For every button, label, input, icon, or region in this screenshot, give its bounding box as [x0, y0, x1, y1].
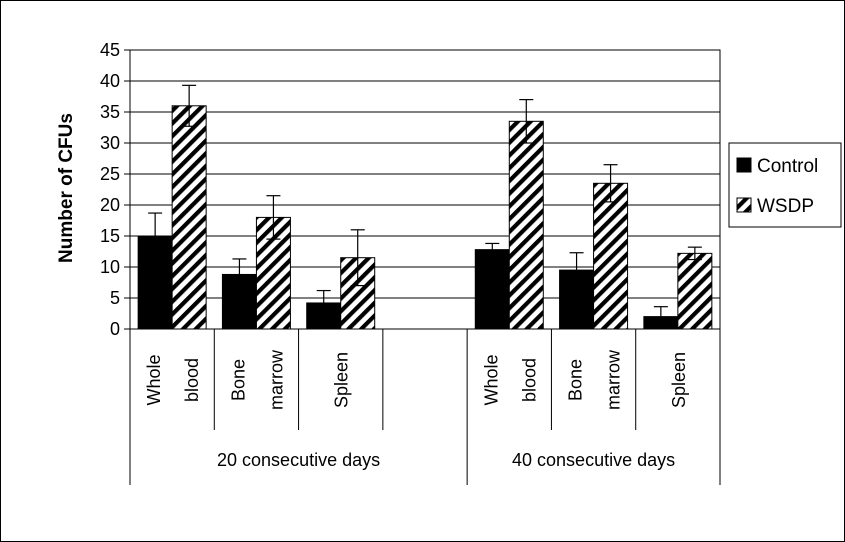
y-tick-label: 5 — [110, 288, 120, 308]
y-tick-label: 45 — [100, 40, 120, 60]
legend-label-wsdp: WSDP — [757, 196, 814, 217]
x-category-labels: Whole blood Bone marrow Spleen Whole blood Bone… — [144, 349, 689, 470]
bar-control — [474, 249, 510, 330]
x-category-label: Whole — [144, 354, 164, 405]
legend-swatch-wsdp — [736, 197, 752, 213]
x-category-label: blood — [519, 358, 539, 402]
legend-label-control: Control — [757, 156, 818, 177]
y-tick-label: 15 — [100, 226, 120, 246]
bar-wsdp — [593, 182, 629, 330]
x-category-label: marrow — [604, 349, 624, 410]
x-group-label: 40 consecutive days — [512, 450, 675, 470]
bar-wsdp — [508, 120, 544, 330]
x-category-label: Whole — [481, 354, 501, 405]
y-tick-label: 35 — [100, 102, 120, 122]
y-tick-label: 25 — [100, 164, 120, 184]
y-tick-label: 0 — [110, 319, 120, 339]
y-tick-label: 10 — [100, 257, 120, 277]
y-tick-label: 20 — [100, 195, 120, 215]
x-category-label: Spleen — [332, 352, 352, 408]
bars — [137, 84, 713, 330]
bar-wsdp — [171, 105, 207, 330]
legend-swatch-control — [736, 157, 752, 173]
x-group-label: 20 consecutive days — [217, 450, 380, 470]
y-tick-label: 30 — [100, 133, 120, 153]
x-category-label: blood — [182, 358, 202, 402]
y-axis-label: Number of CFUs — [56, 113, 77, 263]
x-category-label: Spleen — [669, 352, 689, 408]
gridlines — [130, 49, 720, 299]
axes — [124, 49, 721, 485]
y-tick-labels: 0 5 10 15 20 25 30 35 40 45 — [100, 40, 120, 339]
x-category-label: Bone — [566, 359, 586, 401]
y-tick-label: 40 — [100, 71, 120, 91]
x-category-label: Bone — [228, 359, 248, 401]
legend: Control WSDP — [728, 142, 842, 228]
bar-wsdp — [677, 252, 713, 330]
x-category-label: marrow — [266, 349, 286, 410]
legend-box — [728, 142, 842, 228]
plot-area-border — [129, 49, 721, 330]
